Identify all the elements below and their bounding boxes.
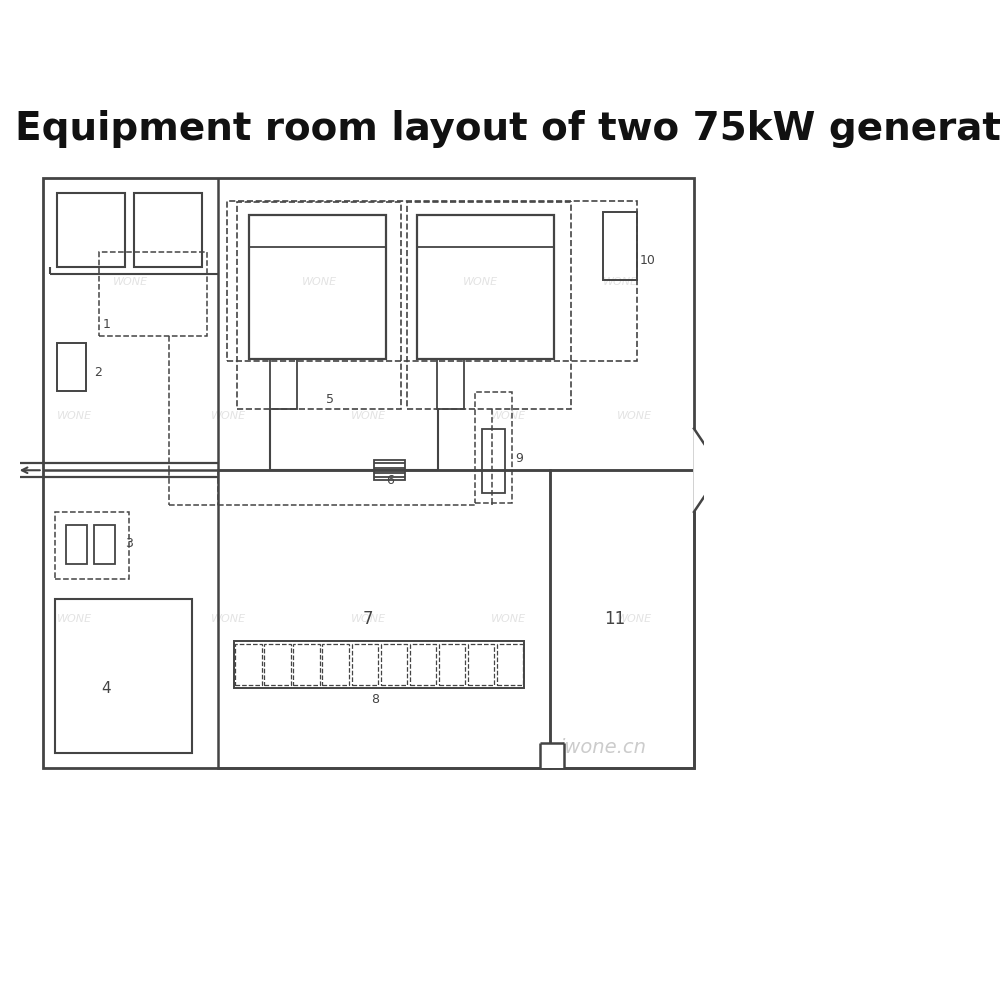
Text: 9: 9 xyxy=(515,452,523,465)
Text: 8: 8 xyxy=(371,693,379,706)
Text: WONE: WONE xyxy=(302,277,337,287)
Text: Equipment room layout of two 75kW generators: Equipment room layout of two 75kW genera… xyxy=(15,110,1000,148)
Text: 5: 5 xyxy=(326,393,334,406)
Bar xyxy=(437,359,464,409)
Bar xyxy=(57,193,125,267)
Text: WONE: WONE xyxy=(211,614,246,624)
Polygon shape xyxy=(694,429,722,512)
Text: 1: 1 xyxy=(102,318,110,331)
Text: WONE: WONE xyxy=(617,411,652,421)
Text: WONE: WONE xyxy=(603,277,638,287)
Text: WONE: WONE xyxy=(491,614,526,624)
Bar xyxy=(468,644,494,685)
Text: WONE: WONE xyxy=(211,411,246,421)
Text: 10: 10 xyxy=(640,254,656,267)
Bar xyxy=(55,512,129,579)
Bar xyxy=(482,429,505,493)
Bar xyxy=(293,644,320,685)
Bar xyxy=(603,212,637,280)
Bar xyxy=(475,392,512,503)
Bar xyxy=(439,644,465,685)
Bar xyxy=(381,644,407,685)
Bar xyxy=(374,460,405,480)
Bar xyxy=(134,193,202,267)
Bar xyxy=(55,599,192,753)
Bar xyxy=(264,644,291,685)
Text: 11: 11 xyxy=(604,610,625,628)
Bar xyxy=(540,743,564,768)
Bar xyxy=(550,470,694,768)
Text: WONE: WONE xyxy=(351,614,386,624)
Bar xyxy=(352,644,378,685)
Bar xyxy=(407,202,571,409)
Bar xyxy=(227,201,637,361)
Text: WONE: WONE xyxy=(113,277,148,287)
Text: iwone.cn: iwone.cn xyxy=(559,738,646,757)
Bar xyxy=(235,644,262,685)
Bar xyxy=(410,644,436,685)
Text: 3: 3 xyxy=(125,537,132,550)
Text: 6: 6 xyxy=(386,474,394,487)
Bar xyxy=(99,252,207,336)
Bar xyxy=(322,644,349,685)
Bar xyxy=(417,215,554,359)
Text: WONE: WONE xyxy=(351,411,386,421)
Bar xyxy=(218,470,550,768)
Text: 4: 4 xyxy=(101,681,111,696)
Text: 7: 7 xyxy=(363,610,374,628)
Text: 2: 2 xyxy=(94,366,102,379)
Text: WONE: WONE xyxy=(617,614,652,624)
Bar xyxy=(57,343,86,391)
Bar xyxy=(497,644,523,685)
Bar xyxy=(249,215,386,359)
Bar xyxy=(270,359,297,409)
Bar xyxy=(66,525,87,564)
Bar xyxy=(43,178,694,768)
Text: WONE: WONE xyxy=(463,277,498,287)
Text: WONE: WONE xyxy=(491,411,526,421)
Text: WONE: WONE xyxy=(57,614,92,624)
Bar xyxy=(234,641,524,688)
Bar xyxy=(237,202,401,409)
Bar xyxy=(94,525,115,564)
Text: WONE: WONE xyxy=(57,411,92,421)
